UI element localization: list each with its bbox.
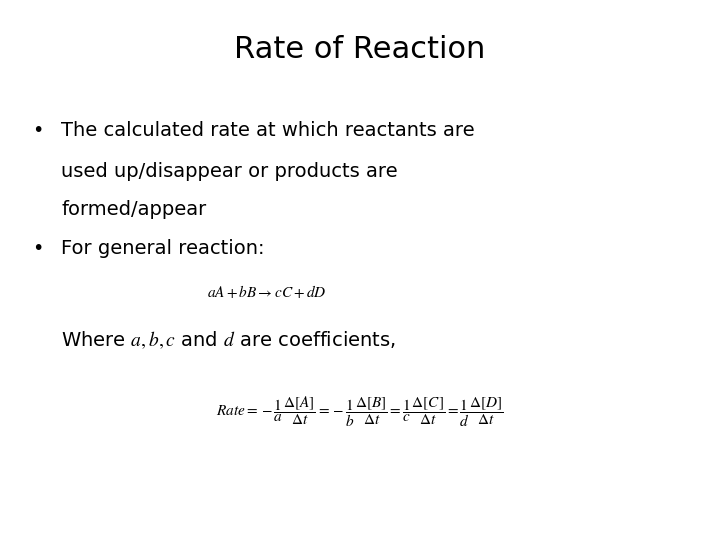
Text: For general reaction:: For general reaction: (61, 239, 265, 258)
Text: Rate of Reaction: Rate of Reaction (234, 35, 486, 64)
Text: used up/disappear or products are: used up/disappear or products are (61, 162, 398, 181)
Text: The calculated rate at which reactants are: The calculated rate at which reactants a… (61, 122, 474, 140)
Text: •: • (32, 239, 44, 258)
Text: $\mathit{Rate} = -\dfrac{1}{a}\dfrac{\Delta[A]}{\Delta t} = -\dfrac{1}{b}\dfrac{: $\mathit{Rate} = -\dfrac{1}{a}\dfrac{\De… (216, 394, 504, 429)
Text: •: • (32, 122, 44, 140)
Text: formed/appear: formed/appear (61, 200, 207, 219)
Text: Where $a, b, c$ and $d$ are coefficients,: Where $a, b, c$ and $d$ are coefficients… (61, 329, 396, 351)
Text: $aA + bB \rightarrow cC + dD$: $aA + bB \rightarrow cC + dD$ (207, 284, 326, 300)
